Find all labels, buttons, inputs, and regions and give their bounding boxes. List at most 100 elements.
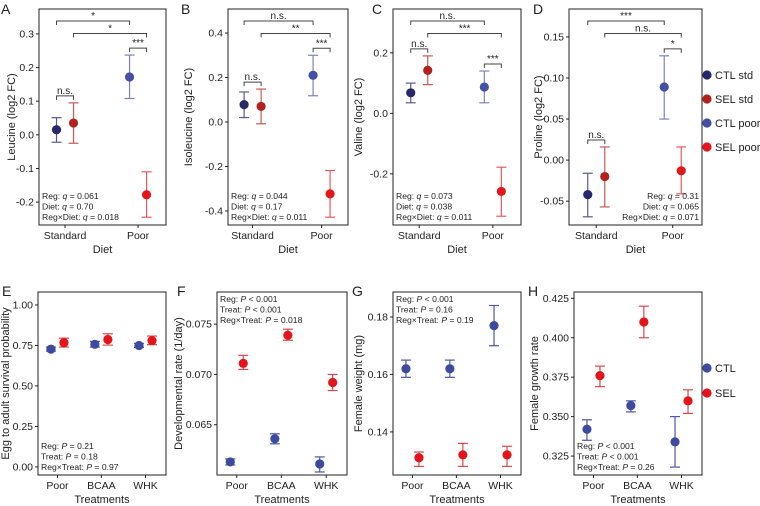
y-tick-label: 0.0 <box>208 117 223 129</box>
stat-symbol: P <box>245 305 251 315</box>
significance-bracket <box>129 47 148 53</box>
stat-value: = 0.70 <box>67 202 94 212</box>
y-tick-label: 0.070 <box>186 369 212 381</box>
significance-label: n.s. <box>588 130 604 141</box>
y-tick-label: -0.2 <box>370 168 388 180</box>
y-tick-label: 0.2 <box>19 62 34 74</box>
stat-annotation: Reg×Treat: P = 0.97 <box>41 462 119 472</box>
data-point <box>406 88 416 98</box>
stat-value: = 0.26 <box>628 462 655 472</box>
panel-B: B -0.4 -0.2 0.0 0.2 0.4 Standard Poor Diet Isoleu… <box>181 1 349 256</box>
data-point <box>583 190 593 200</box>
y-tick-label: 0.2 <box>208 72 223 84</box>
stat-symbol: q <box>416 202 421 212</box>
x-axis-label: Treatments <box>429 494 485 506</box>
stat-term: Reg×Diet: <box>622 212 663 222</box>
significance-label: n.s. <box>635 24 651 35</box>
stat-term: Reg×Treat: <box>220 315 265 325</box>
x-tick-label: Standard <box>44 230 87 242</box>
panel-letter: B <box>181 1 190 17</box>
x-axis-label: Diet <box>93 244 113 256</box>
stat-term: Reg: <box>577 441 598 451</box>
significance-bracket <box>243 20 314 25</box>
x-tick-label: WHK <box>669 480 694 492</box>
data-point <box>256 101 266 112</box>
data-point <box>51 125 62 135</box>
significance-label: n.s. <box>411 39 427 50</box>
plot-frame <box>568 8 703 226</box>
data-point <box>489 321 499 331</box>
x-axis-label: Diet <box>447 244 467 256</box>
stat-value: = 0.21 <box>67 441 94 451</box>
x-tick-label: BCAA <box>87 480 116 492</box>
panel-letter: G <box>352 283 363 299</box>
x-axis-label: Treatments <box>74 494 130 506</box>
y-axis-label: Proline (log2 FC) <box>533 75 545 158</box>
stat-value: = 0.97 <box>92 462 119 472</box>
x-tick-label: Standard <box>231 230 274 242</box>
significance-bracket <box>410 48 429 53</box>
data-point <box>103 334 113 345</box>
x-axis-label: Diet <box>278 244 298 256</box>
y-axis-label: Egg to adult survival probability <box>0 307 12 460</box>
panel-letter: D <box>533 1 543 17</box>
stat-symbol: q <box>251 202 256 212</box>
significance-bracket <box>56 95 75 100</box>
stat-annotation: Reg×Diet: q = 0.011 <box>396 212 473 222</box>
y-tick-label: 0.1 <box>19 96 34 108</box>
legend-label: SEL <box>715 388 736 400</box>
data-point <box>502 450 512 460</box>
data-point <box>670 437 680 447</box>
stat-value: = 0.011 <box>442 212 473 222</box>
data-point <box>676 166 686 176</box>
stat-term: Treat: <box>396 305 421 315</box>
significance-bracket <box>410 20 485 25</box>
data-point <box>225 457 235 467</box>
stat-annotation: Reg: P < 0.001 <box>220 294 278 304</box>
stat-value: < 0.001 <box>607 452 639 462</box>
significance-label: * <box>671 39 675 50</box>
data-point <box>600 171 610 182</box>
stat-symbol: P <box>241 294 247 304</box>
panel-letter: A <box>1 1 11 17</box>
data-point <box>68 118 79 128</box>
stat-term: Reg: <box>41 441 62 451</box>
stat-term: Reg×Treat: <box>577 462 622 472</box>
significance-bracket <box>243 81 262 87</box>
data-point <box>315 459 325 469</box>
x-tick-label: Poor <box>46 480 69 492</box>
significance-bracket <box>604 33 682 38</box>
stat-annotation: Reg×Treat: P = 0.19 <box>396 315 474 325</box>
y-axis-label: Isoleucine (log2 FC) <box>183 68 195 166</box>
stat-symbol: q <box>437 212 442 222</box>
data-point <box>479 82 489 92</box>
x-tick-label: Standard <box>398 230 441 242</box>
x-tick-label: BCAA <box>623 480 652 492</box>
stat-term: Reg: <box>396 294 417 304</box>
stat-annotation: Treat: P < 0.001 <box>220 305 282 315</box>
data-point <box>445 364 455 374</box>
y-axis-label: Female weight (mg) <box>353 335 365 432</box>
stat-annotation: Reg: q = 0.31 <box>647 191 699 201</box>
data-point <box>683 396 693 406</box>
stat-value: = 0.065 <box>668 202 700 212</box>
x-tick-label: Poor <box>401 480 424 492</box>
data-point <box>238 358 248 368</box>
y-tick-label: 0.3 <box>19 28 34 40</box>
stat-symbol: P <box>62 441 68 451</box>
legend-top: CTL std SEL std CTL poor SEL poor <box>702 70 760 154</box>
stat-value: = 0.18 <box>71 452 98 462</box>
stat-annotation: Reg: P < 0.001 <box>396 294 454 304</box>
stat-term: Reg×Diet: <box>396 212 437 222</box>
significance-bracket <box>260 33 331 38</box>
y-tick-label: 0.14 <box>368 426 389 438</box>
stat-term: Treat: <box>220 305 245 315</box>
stat-annotation: Reg×Diet: q = 0.011 <box>231 212 308 222</box>
significance-bracket <box>663 48 682 53</box>
y-tick-label: 0.16 <box>368 369 389 381</box>
y-tick-label: 0.350 <box>543 411 569 423</box>
stat-symbol: q <box>668 191 673 201</box>
data-point <box>423 65 433 76</box>
y-tick-label: 1.00 <box>13 299 34 311</box>
